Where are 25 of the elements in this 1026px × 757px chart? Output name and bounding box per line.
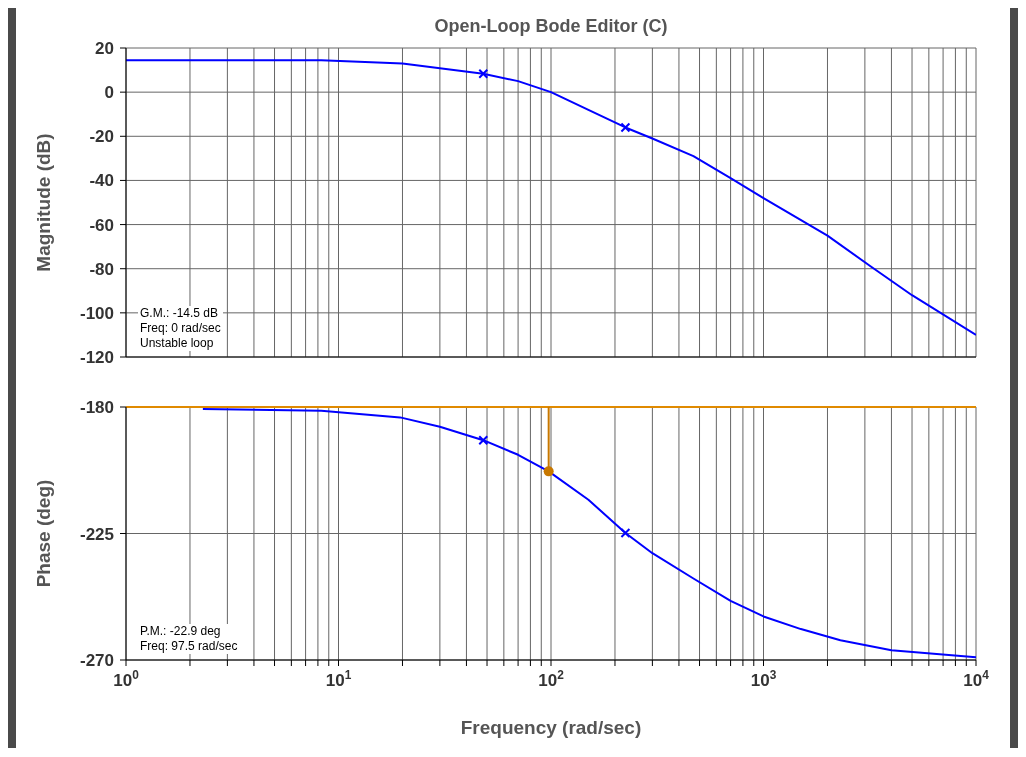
annotation: P.M.: -22.9 deg (140, 624, 222, 639)
y-tick-label: -60 (89, 215, 114, 235)
y-axis-title: Phase (deg) (32, 479, 54, 588)
y-tick-label: 0 (104, 83, 114, 103)
x-tick-label: 10$^{0}$ (113, 668, 140, 690)
x-tick-label: 10$^{3}$ (750, 668, 777, 690)
y-tick-label: -270 (79, 651, 114, 670)
x-tick-label: 10$^{4}$ (963, 668, 990, 690)
y-tick-label: 20 (95, 39, 114, 58)
chart-title: Open-Loop Bode Editor (C) (433, 16, 669, 37)
y-tick-label: -180 (79, 398, 114, 417)
y-tick-label: -120 (79, 348, 114, 367)
annotation: Freq: 0 rad/sec (140, 321, 221, 336)
x-tick-label: 10$^{2}$ (538, 668, 565, 690)
annotation: G.M.: -14.5 dB (140, 306, 220, 321)
annotation: Unstable loop (140, 336, 215, 351)
x-axis-title: Frequency (rad/sec) (460, 717, 642, 738)
y-tick-label: -80 (89, 259, 114, 279)
y-axis-title: Magnitude (dB) (32, 133, 54, 272)
annotation: Freq: 97.5 rad/sec (140, 639, 238, 654)
x-tick-label: 10$^{1}$ (325, 668, 352, 690)
y-tick-label: -40 (89, 171, 114, 191)
y-tick-label: -20 (89, 127, 114, 147)
y-tick-label: -225 (79, 524, 114, 544)
y-tick-label: -100 (79, 303, 114, 323)
